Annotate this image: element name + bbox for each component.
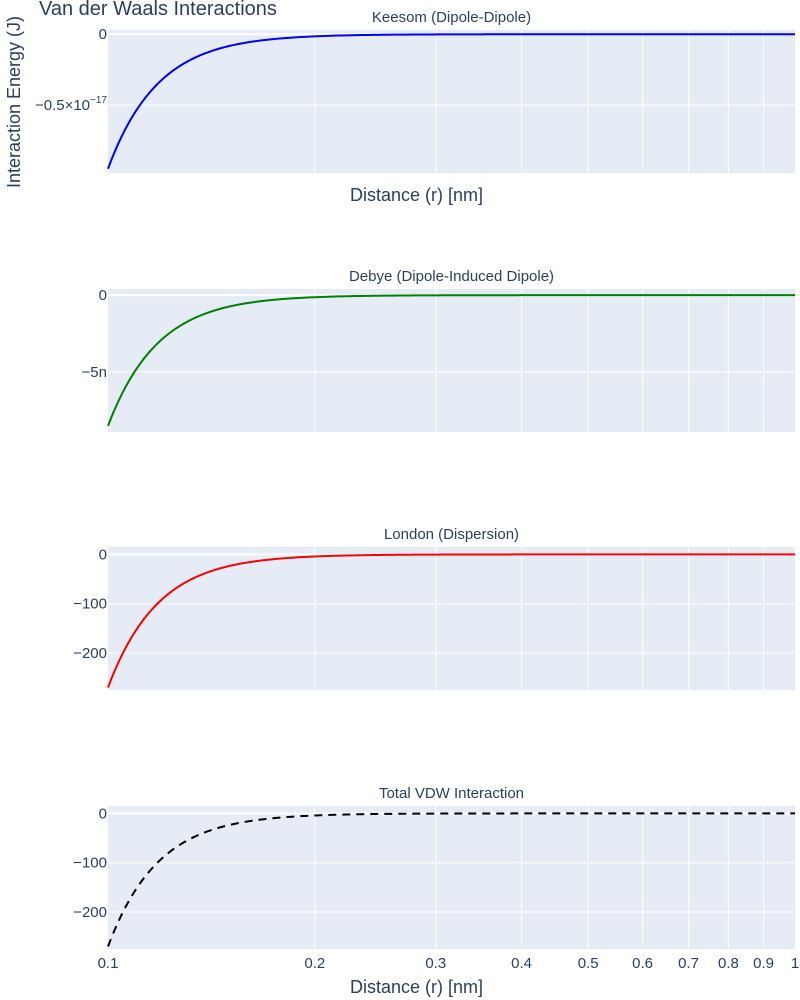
figure-title: Van der Waals Interactions: [39, 0, 277, 20]
plot-area: [108, 547, 795, 690]
subplot-3: London (Dispersion) 0 −100 −200: [73, 526, 795, 690]
y-tick-label: −0.5×10−17: [35, 95, 107, 114]
series-line: [107, 812, 795, 947]
y-tick-label: 0: [99, 26, 107, 43]
subplot-panels: Keesom (Dipole-Dipole) 0 −0.5×10−17 Distanc…: [35, 9, 799, 997]
y-tick-label: 0: [99, 805, 107, 822]
y-axis-title: Interaction Energy (J): [4, 16, 24, 188]
x-tick-label: 0.8: [718, 955, 739, 972]
subplot-1: Keesom (Dipole-Dipole) 0 −0.5×10−17 Distanc…: [35, 9, 795, 205]
y-tick-label: 0: [99, 287, 107, 304]
x-tick-label: 0.2: [304, 955, 325, 972]
x-tick-label: 0.9: [753, 955, 774, 972]
x-axis-title: Distance (r) [nm]: [350, 977, 483, 997]
x-tick-label: 0.1: [98, 955, 119, 972]
x-tick-label: 0.7: [678, 955, 699, 972]
series-line: [107, 553, 795, 688]
y-tick-label: −200: [73, 645, 107, 662]
x-tick-label: 0.6: [632, 955, 653, 972]
subplot-title: London (Dispersion): [384, 526, 519, 543]
y-tick-label: −5n: [82, 364, 107, 381]
series-line: [107, 33, 795, 170]
plot-area: [108, 30, 795, 173]
x-tick-label: 0.4: [511, 955, 532, 972]
plot-area: [108, 806, 795, 949]
subplot-2: Debye (Dipole-Induced Dipole) 0 −5n: [82, 268, 795, 432]
x-axis-title: Distance (r) [nm]: [350, 185, 483, 205]
x-tick-label: 1: [791, 955, 799, 972]
subplot-4: Total VDW Interaction 0 −100 −200 0.1 0.2 0.3 0…: [73, 785, 799, 997]
y-tick-label: 0: [99, 546, 107, 563]
subplot-title: Keesom (Dipole-Dipole): [372, 9, 531, 26]
y-tick-label: −200: [73, 904, 107, 921]
y-tick-label: −100: [73, 596, 107, 613]
y-tick-label: −100: [73, 855, 107, 872]
x-tick-label: 0.5: [578, 955, 599, 972]
plot-area: [108, 289, 795, 432]
x-tick-label: 0.3: [425, 955, 446, 972]
series-line: [107, 294, 795, 427]
subplot-title: Debye (Dipole-Induced Dipole): [349, 268, 554, 285]
subplot-title: Total VDW Interaction: [379, 785, 524, 802]
